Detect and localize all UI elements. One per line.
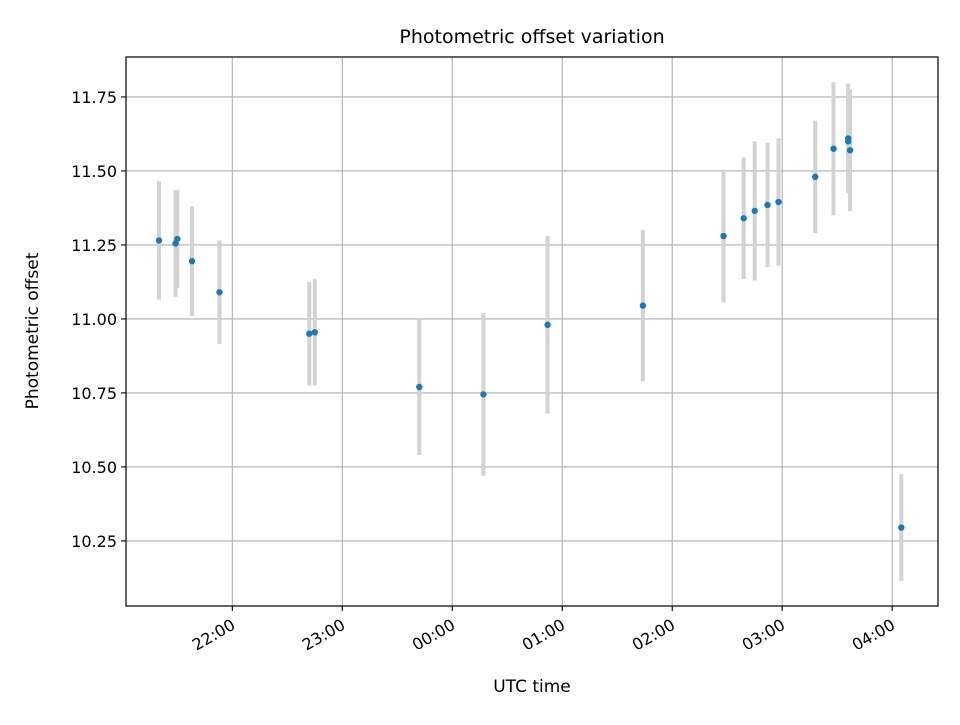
data-point — [844, 138, 852, 145]
data-point — [311, 329, 318, 336]
data-point — [155, 237, 163, 244]
data-point — [416, 383, 423, 391]
data-point — [775, 198, 782, 206]
y-tick-label: 10.75 — [71, 384, 117, 403]
data-point — [480, 391, 487, 398]
grid — [126, 57, 938, 606]
y-tick-label: 11.25 — [71, 236, 117, 255]
y-tick-label: 11.00 — [71, 310, 117, 329]
data-point — [898, 524, 905, 531]
data-point — [216, 289, 223, 296]
data-points — [155, 135, 905, 531]
y-tick-label: 10.50 — [71, 458, 117, 477]
x-axis-label: UTC time — [493, 677, 571, 697]
y-tick-label: 11.75 — [71, 88, 117, 107]
data-point — [306, 330, 313, 337]
y-tick-label: 11.50 — [71, 162, 117, 181]
data-point — [764, 201, 771, 209]
data-point — [544, 321, 551, 329]
data-point — [740, 215, 747, 222]
y-axis-ticks: 10.25 10.50 10.75 11.00 11.25 11.50 11.75 — [71, 88, 126, 551]
data-point — [639, 302, 647, 309]
data-point — [811, 173, 819, 181]
plot-frame — [125, 56, 939, 607]
data-point — [188, 258, 196, 265]
data-point — [720, 232, 727, 240]
chart-title: Photometric offset variation — [399, 26, 664, 48]
data-point — [830, 145, 837, 152]
data-point — [751, 207, 758, 215]
y-axis-label: Photometric offset — [23, 252, 43, 409]
data-point — [846, 147, 854, 154]
data-point — [174, 235, 181, 243]
y-tick-label: 10.25 — [71, 532, 117, 551]
